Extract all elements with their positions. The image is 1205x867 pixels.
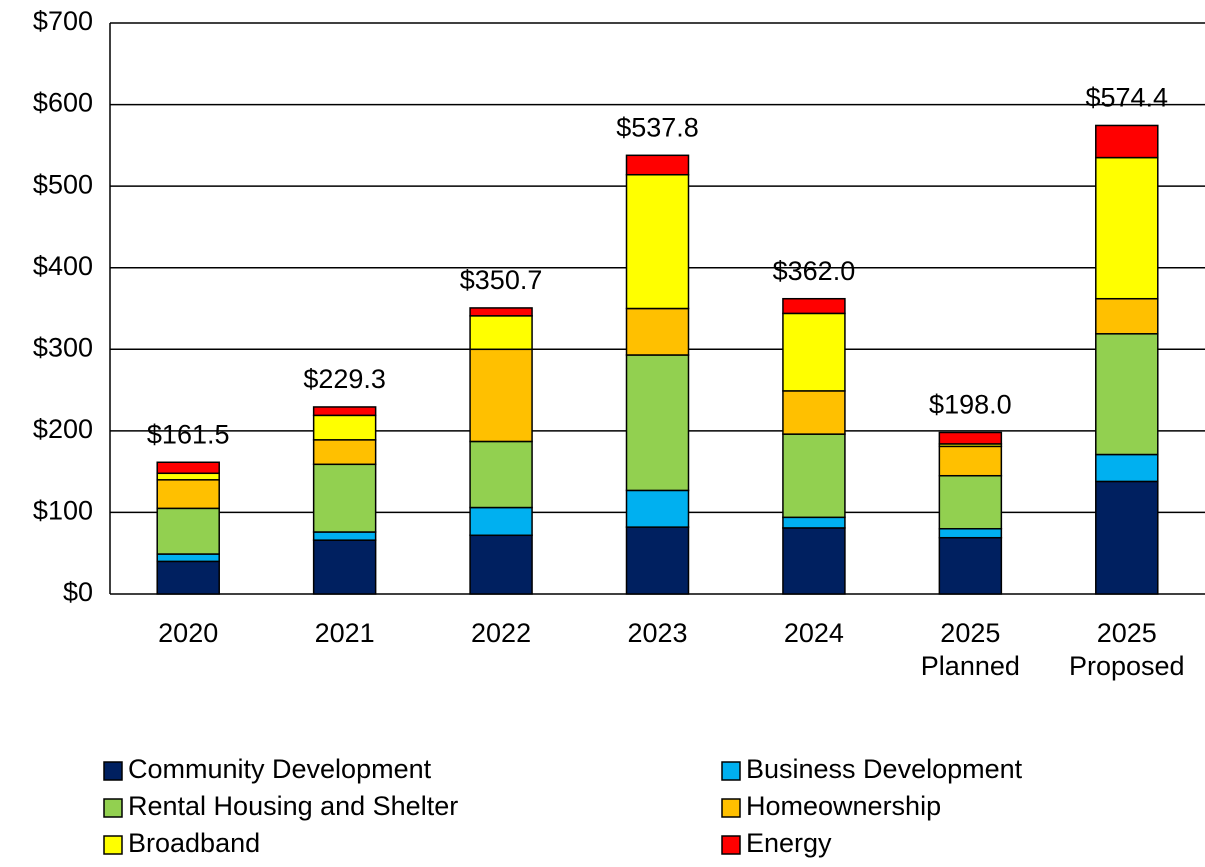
y-tick-label: $200 (33, 414, 93, 444)
total-label: $350.7 (460, 265, 543, 295)
bar-segment (1095, 333, 1159, 456)
bar-segment (469, 534, 533, 595)
x-tick-label: 2022 (471, 618, 532, 648)
total-label: $198.0 (929, 390, 1012, 420)
y-tick-label: $300 (33, 332, 93, 362)
bar-segment (938, 474, 1003, 530)
bar-segment (469, 307, 533, 317)
bar-segment (625, 154, 690, 176)
bar-segment (625, 173, 690, 310)
bar-segment (312, 539, 377, 595)
bar-segment (782, 516, 846, 529)
bar-segment (156, 553, 220, 563)
bar-segment (312, 463, 377, 533)
bar-segment (312, 531, 377, 541)
x-tick-label: 2021 (314, 618, 375, 648)
legend-label: Rental Housing and Shelter (128, 791, 458, 821)
legend-swatch (721, 835, 741, 855)
bar-segment (312, 414, 377, 441)
bar-segment (625, 489, 690, 528)
y-tick-label: $100 (33, 496, 93, 526)
bar-segment (938, 445, 1003, 477)
bar-segment (469, 348, 533, 443)
y-tick-label: $500 (33, 169, 93, 199)
bar-segment (469, 440, 533, 509)
legend-swatch (721, 761, 741, 781)
bar-segment (1095, 453, 1159, 483)
bar-segment (782, 433, 846, 519)
bar-segment (156, 479, 220, 510)
x-tick-label: 2024 (783, 618, 844, 648)
legend-label: Business Development (746, 754, 1023, 784)
x-tick-label: 2025 Planned (920, 618, 1020, 681)
legend-swatch (103, 761, 123, 781)
legend-label: Energy (746, 828, 832, 858)
total-label: $161.5 (147, 419, 230, 449)
legend-label: Homeownership (746, 791, 941, 821)
bar-segment (156, 472, 220, 481)
bar-segment (1095, 124, 1159, 159)
bar-segment (156, 461, 220, 475)
x-tick-label: 2020 (158, 618, 219, 648)
bar-segment (1095, 297, 1159, 335)
bar-segment (312, 406, 377, 417)
total-label: $229.3 (303, 364, 386, 394)
bar-segment (782, 527, 846, 595)
total-label: $362.0 (773, 256, 856, 286)
bar-segment (312, 439, 377, 466)
bar-segment (782, 297, 846, 315)
bar-segment (469, 506, 533, 537)
legend-label: Community Development (128, 754, 432, 784)
bar-segment (938, 431, 1003, 445)
bar-segment (938, 527, 1003, 539)
bar-segment (938, 536, 1003, 595)
y-tick-label: $0 (63, 577, 93, 607)
y-tick-label: $400 (33, 251, 93, 281)
total-label: $574.4 (1085, 83, 1168, 113)
bar-segment (782, 312, 846, 392)
bar-segment (1095, 156, 1159, 300)
bar-segment (625, 354, 690, 492)
y-tick-label: $600 (33, 88, 93, 118)
bar-segment (156, 560, 220, 595)
bar-segment (625, 307, 690, 356)
bar-segment (782, 390, 846, 435)
bar-segment (156, 507, 220, 555)
bar-segment (1095, 480, 1159, 595)
legend-swatch (103, 835, 123, 855)
x-tick-label: 2023 (627, 618, 688, 648)
x-tick-label: 2025 Proposed (1068, 618, 1185, 681)
legend-label: Broadband (128, 828, 260, 858)
bar-segment (625, 526, 690, 595)
legend-swatch (721, 798, 741, 818)
bar-segment (469, 315, 533, 351)
total-label: $537.8 (616, 112, 699, 142)
legend-swatch (103, 798, 123, 818)
y-tick-label: $700 (33, 6, 93, 36)
